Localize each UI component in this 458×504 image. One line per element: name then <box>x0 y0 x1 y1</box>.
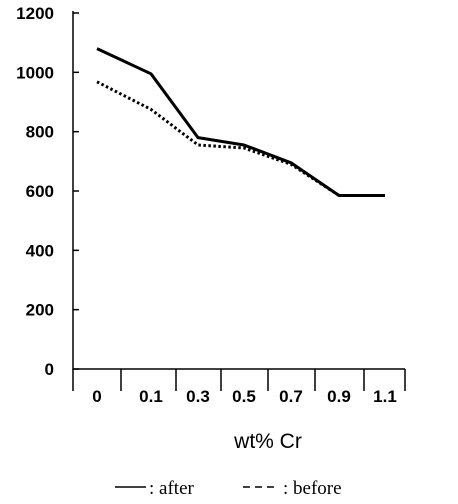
x-tick-label: 1.1 <box>373 387 397 406</box>
y-axis: 0 200 400 600 800 1000 1200 <box>16 4 79 379</box>
y-tick-label: 800 <box>26 123 54 142</box>
x-tick-label: 0.9 <box>327 387 351 406</box>
y-tick-label: 1000 <box>16 63 54 82</box>
y-tick-label: 0 <box>45 360 54 379</box>
y-tick-label: 600 <box>26 182 54 201</box>
series-layer <box>96 47 385 197</box>
x-axis-title: wt% Cr <box>233 430 302 453</box>
series-line-after <box>96 47 385 197</box>
series-line-before <box>96 80 385 197</box>
legend: : after : before <box>115 478 342 499</box>
y-tick-label: 400 <box>26 241 54 260</box>
x-tick-label: 0.1 <box>139 387 163 406</box>
x-tick-label: 0 <box>92 387 101 406</box>
x-axis: 0 0.1 0.3 0.5 0.7 0.9 1.1 <box>72 368 406 406</box>
y-tick-label: 1200 <box>16 4 54 23</box>
y-tick-label: 200 <box>26 301 54 320</box>
x-tick-label: 0.3 <box>186 387 210 406</box>
x-tick-label: 0.5 <box>232 387 256 406</box>
legend-label-before: : before <box>283 478 342 499</box>
legend-label-after: : after <box>149 478 195 499</box>
x-tick-label: 0.7 <box>279 387 303 406</box>
